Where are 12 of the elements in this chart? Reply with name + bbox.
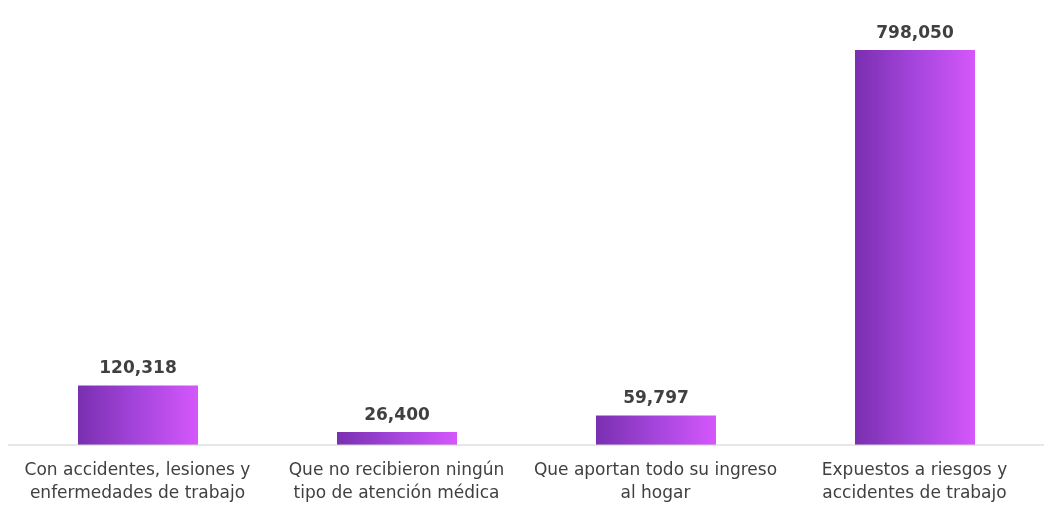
data-label: 59,797 xyxy=(623,387,689,408)
data-label: 120,318 xyxy=(99,357,177,378)
bar xyxy=(596,415,716,445)
x-tick-label: Que aportan todo su ingreso al hogar xyxy=(533,459,778,502)
x-tick-label: Que no recibieron ningún tipo de atención médica xyxy=(288,459,505,502)
x-tick-label: Con accidentes, lesiones y enfermedades de trabajo xyxy=(24,459,251,502)
data-label: 798,050 xyxy=(876,22,954,42)
bar xyxy=(337,431,457,445)
data-label: 26,400 xyxy=(364,403,430,424)
bar xyxy=(855,50,975,445)
bar xyxy=(78,385,198,445)
x-tick-label: Expuestos a riesgos y accidentes de trabajo xyxy=(821,459,1008,502)
